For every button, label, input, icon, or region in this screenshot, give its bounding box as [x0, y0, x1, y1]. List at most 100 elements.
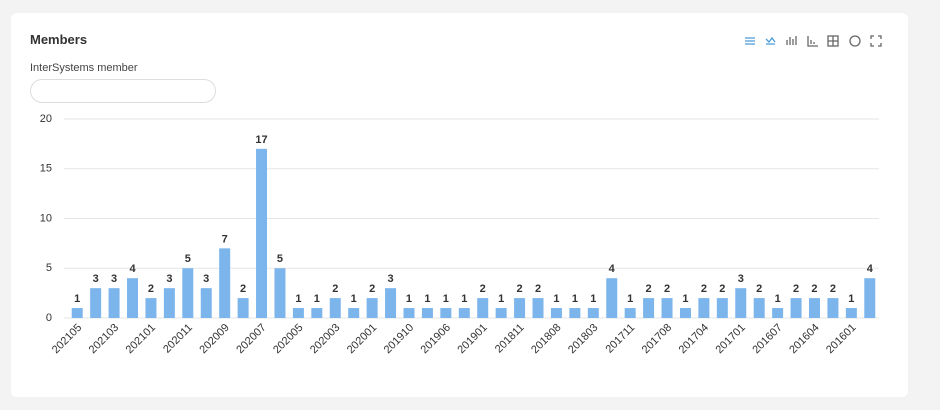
data-label: 17 [255, 134, 267, 146]
x-tick-label: 201708 [640, 322, 674, 356]
bar [772, 308, 784, 318]
bar [606, 278, 618, 318]
data-label: 3 [387, 273, 393, 285]
bar-icon[interactable] [786, 36, 797, 45]
card-title: Members [30, 32, 88, 47]
data-label: 1 [443, 293, 449, 305]
filter-label: InterSystems member [30, 62, 138, 74]
data-label: 1 [848, 293, 854, 305]
data-label: 3 [166, 273, 172, 285]
bar [90, 288, 102, 318]
y-tick-label: 20 [40, 113, 52, 125]
data-label: 1 [424, 293, 430, 305]
x-tick-label: 201704 [677, 322, 711, 356]
x-tick-label: 201803 [566, 322, 600, 356]
bar [366, 298, 378, 318]
x-tick-label: 202011 [161, 322, 195, 356]
data-label: 2 [719, 283, 725, 295]
x-tick-label: 202003 [308, 322, 342, 356]
bar [661, 298, 673, 318]
y-tick-label: 5 [46, 262, 52, 274]
data-label: 4 [129, 263, 136, 275]
bar [348, 308, 360, 318]
x-tick-label: 202105 [50, 322, 84, 356]
table-icon[interactable] [827, 35, 839, 47]
data-label: 4 [867, 263, 874, 275]
line-icon[interactable] [765, 36, 776, 45]
bar [827, 298, 839, 318]
data-label: 2 [646, 283, 652, 295]
bar [753, 298, 765, 318]
bar [200, 288, 212, 318]
bar [385, 288, 397, 318]
data-label: 1 [74, 293, 80, 305]
bar [71, 308, 83, 318]
y-tick-label: 15 [40, 163, 52, 175]
data-label: 5 [277, 253, 283, 265]
x-tick-label: 201901 [455, 322, 489, 356]
bar [127, 278, 139, 318]
bar [698, 298, 710, 318]
fullscreen-icon[interactable] [870, 35, 882, 47]
data-label: 2 [369, 283, 375, 295]
data-label: 2 [793, 283, 799, 295]
bar [477, 298, 489, 318]
x-tick-label: 202009 [197, 322, 231, 356]
data-label: 7 [222, 233, 228, 245]
x-tick-label: 201601 [824, 322, 858, 356]
data-label: 1 [627, 293, 633, 305]
bar [845, 308, 857, 318]
data-label: 1 [590, 293, 596, 305]
bar [292, 308, 304, 318]
bar [864, 278, 876, 318]
bar [569, 308, 581, 318]
x-tick-label: 201910 [382, 322, 416, 356]
data-label: 2 [535, 283, 541, 295]
data-label: 5 [185, 253, 191, 265]
bar [108, 288, 120, 318]
bar [679, 308, 691, 318]
data-label: 2 [830, 283, 836, 295]
bar [403, 308, 415, 318]
bar [182, 268, 194, 318]
data-label: 2 [701, 283, 707, 295]
y-tick-label: 10 [40, 212, 52, 224]
x-tick-label: 201906 [419, 322, 453, 356]
data-label: 3 [203, 273, 209, 285]
bar [587, 308, 599, 318]
x-tick-label: 202007 [234, 322, 268, 356]
bar [329, 298, 341, 318]
filter-input[interactable] [30, 79, 216, 103]
bar [532, 298, 544, 318]
data-label: 3 [111, 273, 117, 285]
axis-icon[interactable] [807, 36, 818, 47]
bar [624, 308, 636, 318]
bar [145, 298, 157, 318]
x-tick-label: 201607 [750, 322, 784, 356]
x-tick-label: 202103 [87, 322, 121, 356]
x-tick-label: 201604 [787, 322, 821, 356]
x-tick-label: 202101 [124, 322, 158, 356]
data-label: 1 [351, 293, 357, 305]
x-tick-label: 202005 [271, 322, 305, 356]
bar [716, 298, 728, 318]
data-label: 1 [553, 293, 559, 305]
data-label: 2 [811, 283, 817, 295]
bar [735, 288, 747, 318]
palette-icon[interactable] [849, 35, 861, 47]
y-tick-label: 0 [46, 312, 52, 324]
data-label: 1 [406, 293, 412, 305]
data-label: 1 [682, 293, 688, 305]
x-tick-label: 201808 [529, 322, 563, 356]
bar [790, 298, 802, 318]
bar [440, 308, 452, 318]
area-icon[interactable] [745, 37, 755, 45]
x-tick-label: 201711 [603, 322, 637, 356]
data-label: 2 [332, 283, 338, 295]
bar [163, 288, 175, 318]
data-label: 1 [314, 293, 320, 305]
x-tick-label: 201701 [713, 322, 747, 356]
data-label: 2 [148, 283, 154, 295]
bar [421, 308, 433, 318]
